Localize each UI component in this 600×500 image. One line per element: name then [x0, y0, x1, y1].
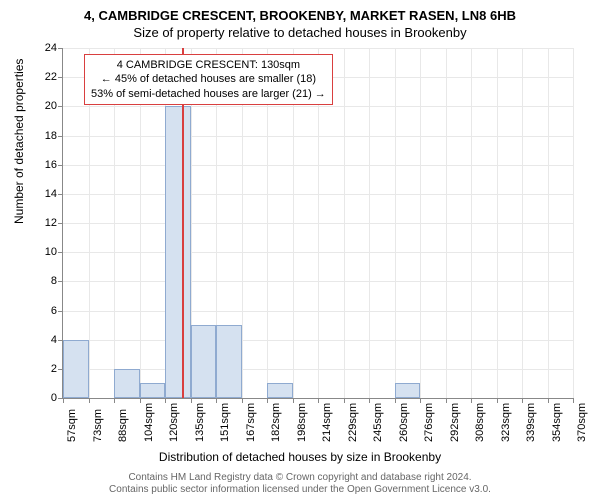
x-tick-mark [114, 398, 115, 403]
y-tick-mark [58, 311, 63, 312]
y-tick-mark [58, 281, 63, 282]
y-tick-mark [58, 106, 63, 107]
x-tick-label: 260sqm [398, 403, 410, 442]
y-tick-label: 18 [27, 130, 57, 142]
grid-line-v [369, 48, 370, 398]
x-tick-label: 245sqm [372, 403, 384, 442]
x-tick-mark [497, 398, 498, 403]
chart-title: 4, CAMBRIDGE CRESCENT, BROOKENBY, MARKET… [0, 8, 600, 23]
x-tick-mark [522, 398, 523, 403]
x-tick-label: 370sqm [576, 403, 588, 442]
x-tick-label: 104sqm [143, 403, 155, 442]
y-tick-label: 10 [27, 246, 57, 258]
grid-line-v [522, 48, 523, 398]
x-tick-mark [140, 398, 141, 403]
x-tick-mark [267, 398, 268, 403]
x-tick-mark [471, 398, 472, 403]
histogram-bar [165, 106, 191, 398]
x-tick-label: 292sqm [449, 403, 461, 442]
y-axis-label: Number of detached properties [12, 59, 26, 224]
grid-line-v [548, 48, 549, 398]
x-axis-label: Distribution of detached houses by size … [0, 450, 600, 464]
x-tick-mark [420, 398, 421, 403]
histogram-bar [140, 383, 166, 398]
x-tick-mark [191, 398, 192, 403]
x-tick-mark [89, 398, 90, 403]
x-tick-label: 167sqm [245, 403, 257, 442]
annotation-line: ← 45% of detached houses are smaller (18… [91, 72, 326, 86]
y-tick-label: 2 [27, 363, 57, 375]
y-tick-label: 22 [27, 71, 57, 83]
y-tick-label: 24 [27, 42, 57, 54]
histogram-bar [114, 369, 140, 398]
y-tick-mark [58, 136, 63, 137]
x-tick-label: 198sqm [296, 403, 308, 442]
y-tick-mark [58, 165, 63, 166]
x-tick-mark [63, 398, 64, 403]
y-tick-mark [58, 77, 63, 78]
histogram-bar [395, 383, 421, 398]
y-tick-label: 14 [27, 188, 57, 200]
annotation-line: 4 CAMBRIDGE CRESCENT: 130sqm [91, 58, 326, 72]
y-tick-label: 16 [27, 159, 57, 171]
histogram-bar [267, 383, 293, 398]
x-tick-mark [548, 398, 549, 403]
x-tick-mark [395, 398, 396, 403]
x-tick-label: 276sqm [423, 403, 435, 442]
x-tick-label: 214sqm [321, 403, 333, 442]
y-tick-label: 8 [27, 275, 57, 287]
grid-line-v [395, 48, 396, 398]
x-tick-mark [573, 398, 574, 403]
y-tick-label: 6 [27, 305, 57, 317]
x-tick-label: 151sqm [219, 403, 231, 442]
grid-line-v [573, 48, 574, 398]
x-tick-label: 120sqm [168, 403, 180, 442]
y-tick-mark [58, 223, 63, 224]
x-tick-mark [446, 398, 447, 403]
histogram-bar [191, 325, 217, 398]
y-tick-label: 12 [27, 217, 57, 229]
histogram-bar [63, 340, 89, 398]
y-tick-mark [58, 194, 63, 195]
footer-attribution: Contains HM Land Registry data © Crown c… [0, 472, 600, 496]
annotation-box: 4 CAMBRIDGE CRESCENT: 130sqm← 45% of det… [84, 54, 333, 105]
x-tick-mark [216, 398, 217, 403]
x-tick-mark [344, 398, 345, 403]
x-tick-mark [318, 398, 319, 403]
x-tick-label: 323sqm [500, 403, 512, 442]
x-tick-label: 135sqm [194, 403, 206, 442]
x-tick-label: 354sqm [551, 403, 563, 442]
x-tick-label: 308sqm [474, 403, 486, 442]
footer-line1: Contains HM Land Registry data © Crown c… [0, 472, 600, 484]
y-tick-label: 20 [27, 100, 57, 112]
histogram-bar [216, 325, 242, 398]
x-tick-label: 229sqm [347, 403, 359, 442]
x-tick-label: 88sqm [117, 409, 129, 442]
footer-line2: Contains public sector information licen… [0, 484, 600, 496]
grid-line-v [471, 48, 472, 398]
grid-line-v [497, 48, 498, 398]
x-tick-mark [369, 398, 370, 403]
y-tick-label: 0 [27, 392, 57, 404]
x-tick-mark [242, 398, 243, 403]
grid-line-v [420, 48, 421, 398]
grid-line-v [446, 48, 447, 398]
x-tick-label: 73sqm [92, 409, 104, 442]
y-tick-mark [58, 48, 63, 49]
x-tick-mark [293, 398, 294, 403]
grid-line-v [344, 48, 345, 398]
x-tick-mark [165, 398, 166, 403]
y-tick-mark [58, 252, 63, 253]
x-tick-label: 182sqm [270, 403, 282, 442]
x-tick-label: 339sqm [525, 403, 537, 442]
y-tick-label: 4 [27, 334, 57, 346]
annotation-line: 53% of semi-detached houses are larger (… [91, 87, 326, 101]
chart-subtitle: Size of property relative to detached ho… [0, 25, 600, 40]
x-tick-label: 57sqm [66, 409, 78, 442]
